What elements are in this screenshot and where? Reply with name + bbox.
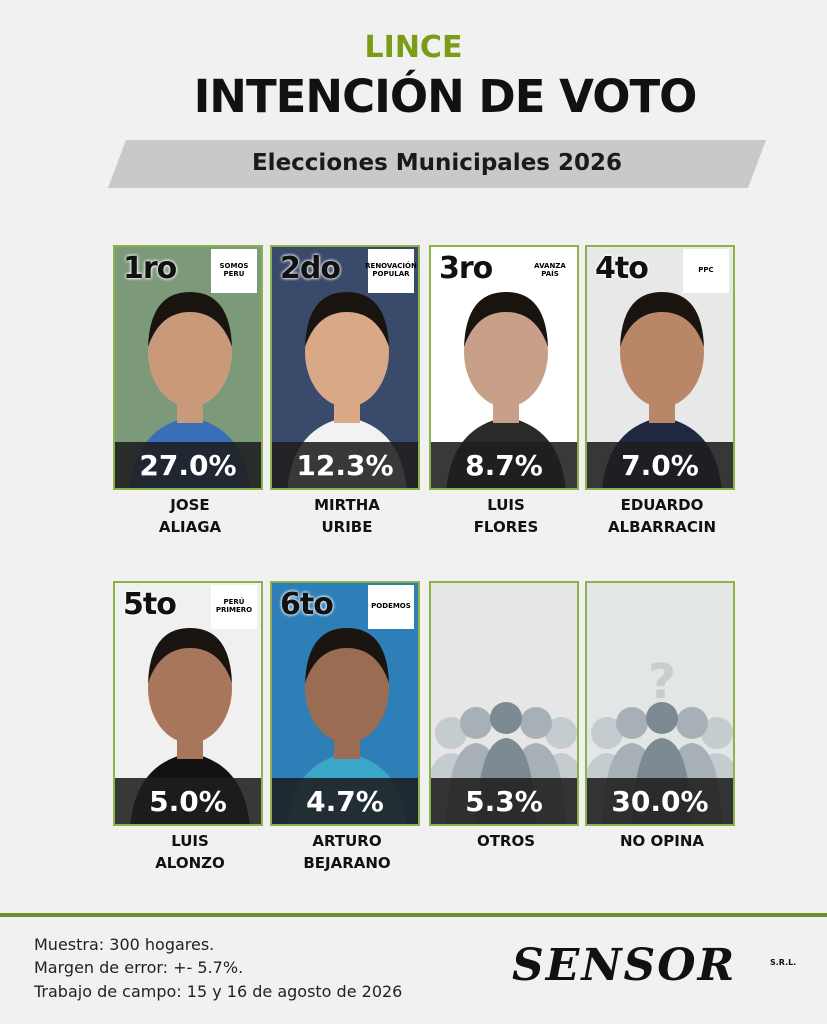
party-logo: SOMOS PERU <box>211 249 257 293</box>
candidate-name: LUIS <box>171 832 209 850</box>
candidate-card: 2do RENOVACIÓN POPULAR 12.3% <box>270 245 420 490</box>
subtitle: Elecciones Municipales 2026 <box>251 150 623 176</box>
rank: 3ro <box>439 251 493 286</box>
footer-line: Trabajo de campo: 15 y 16 de agosto de 2… <box>34 982 403 1001</box>
candidate-name: OTROS <box>476 832 536 850</box>
party-logo: RENOVACIÓN POPULAR <box>365 249 417 293</box>
party-logo: PPC <box>683 249 729 293</box>
candidate-card: ? 30.0% <box>585 581 735 826</box>
party-logo: PERÚ PRIMERO <box>211 585 257 629</box>
candidate-name: LUIS <box>487 496 525 514</box>
party-logo: AVANZA PAÍS <box>527 249 573 293</box>
rank: 5to <box>123 587 177 622</box>
candidate-name: FLORES <box>473 518 539 536</box>
candidate-name: ARTURO <box>312 832 382 850</box>
party-logo: PODEMOS <box>368 585 414 629</box>
percent: 30.0% <box>587 778 733 824</box>
district: LINCE <box>364 30 463 65</box>
title: INTENCIÓN DE VOTO <box>193 70 698 123</box>
candidate-name: NO OPINA <box>619 832 705 850</box>
footer-line: Muestra: 300 hogares. <box>34 935 215 954</box>
subtitle-band <box>108 140 766 188</box>
brand-suffix: S.R.L. <box>770 958 797 967</box>
rank: 6to <box>280 587 334 622</box>
candidate-card: 4to PPC 7.0% <box>585 245 735 490</box>
candidate-name: EDUARDO <box>620 496 704 514</box>
candidate-name: ALBARRACIN <box>607 518 717 536</box>
rank: 4to <box>595 251 649 286</box>
candidate-name: BEJARANO <box>303 854 391 872</box>
candidate-name: URIBE <box>321 518 373 536</box>
candidate-name: JOSE <box>170 496 210 514</box>
candidate-card: 5to PERÚ PRIMERO 5.0% <box>113 581 263 826</box>
rank: 1ro <box>123 251 177 286</box>
percent: 8.7% <box>431 442 577 488</box>
brand: SENSOR <box>512 940 737 991</box>
svg-text:?: ? <box>648 654 676 710</box>
candidate-card: 3ro AVANZA PAÍS 8.7% <box>429 245 579 490</box>
candidate-name: ALONZO <box>155 854 225 872</box>
percent: 4.7% <box>272 778 418 824</box>
footer-line: Margen de error: +- 5.7%. <box>34 958 244 977</box>
divider <box>0 913 827 917</box>
candidate-name: MIRTHA <box>314 496 380 514</box>
candidate-name: ALIAGA <box>158 518 222 536</box>
candidate-card: 5.3% <box>429 581 579 826</box>
percent: 7.0% <box>587 442 733 488</box>
percent: 5.3% <box>431 778 577 824</box>
candidate-card: 6to PODEMOS 4.7% <box>270 581 420 826</box>
percent: 12.3% <box>272 442 418 488</box>
percent: 5.0% <box>115 778 261 824</box>
candidate-card: 1ro SOMOS PERU 27.0% <box>113 245 263 490</box>
percent: 27.0% <box>115 442 261 488</box>
rank: 2do <box>280 251 341 286</box>
